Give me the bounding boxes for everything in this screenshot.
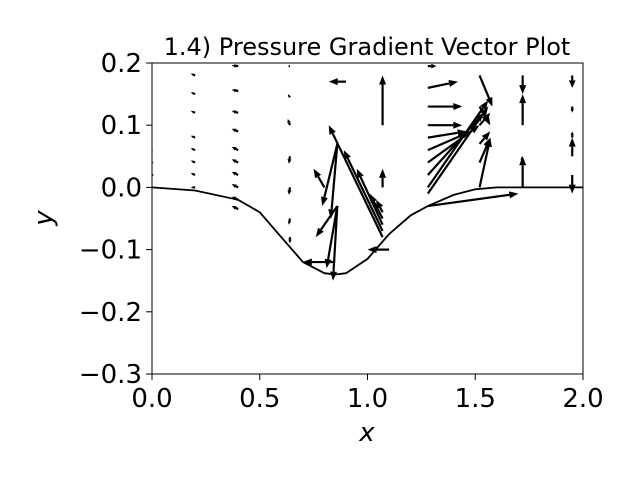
vector-arrow xyxy=(369,193,384,220)
chart-title: 1.4) Pressure Gradient Vector Plot xyxy=(164,33,571,61)
x-tick-label: 0.0 xyxy=(131,384,172,414)
y-tick-label: 0.0 xyxy=(101,173,142,203)
vector-arrow xyxy=(231,64,239,68)
vector-arrow xyxy=(356,168,384,226)
vector-arrow xyxy=(231,171,239,176)
y-tick-label: −0.2 xyxy=(79,298,142,328)
vector-arrow xyxy=(427,63,437,69)
vector-arrow xyxy=(478,75,493,107)
vector-arrow xyxy=(568,75,576,88)
x-tick-label: 2.0 xyxy=(562,384,603,414)
vector-arrow xyxy=(520,156,524,163)
vector-arrow xyxy=(287,94,291,98)
vector-arrow xyxy=(302,258,336,266)
vector-arrow xyxy=(287,118,291,126)
axes-frame xyxy=(151,62,584,375)
vector-arrow xyxy=(313,168,326,188)
vector-arrow xyxy=(231,88,239,93)
vector-arrow xyxy=(190,92,196,96)
x-axis-ticks: 0.0 0.5 1.0 1.5 2.0 xyxy=(131,374,604,414)
vector-arrow xyxy=(328,143,339,219)
vector-arrow xyxy=(328,78,346,86)
vector-arrow xyxy=(190,148,196,152)
vector-arrow xyxy=(427,112,484,176)
plot-area xyxy=(151,63,583,281)
vector-arrow xyxy=(328,125,384,238)
vector-arrow xyxy=(287,156,292,164)
vector-arrow xyxy=(478,131,491,145)
x-tick-label: 1.5 xyxy=(455,384,496,414)
vector-arrow xyxy=(427,129,467,139)
y-tick-label: 0.1 xyxy=(101,111,142,141)
bump-curve xyxy=(151,186,583,276)
vector-field xyxy=(152,63,576,281)
vector-arrow xyxy=(427,121,463,129)
vector-arrow xyxy=(519,94,527,126)
vector-arrow xyxy=(287,218,292,225)
vector-arrow xyxy=(427,103,463,111)
vector-arrow xyxy=(379,168,387,188)
vector-arrow xyxy=(287,187,292,195)
x-tick-label: 0.5 xyxy=(239,384,280,414)
vector-arrow xyxy=(478,105,491,126)
vector-arrow xyxy=(231,206,239,211)
vector-arrow xyxy=(190,186,196,189)
vector-arrow xyxy=(330,205,339,281)
y-axis-ticks: −0.3 −0.2 −0.1 0.0 0.1 0.2 xyxy=(79,49,152,390)
vector-arrow xyxy=(190,110,196,114)
vector-arrow xyxy=(426,100,489,189)
vector-arrow xyxy=(231,196,239,201)
vector-arrow xyxy=(231,128,239,133)
vector-arrow xyxy=(367,246,390,254)
vector-arrow xyxy=(379,75,387,126)
vector-arrow xyxy=(427,80,459,89)
vector-arrow xyxy=(231,110,239,114)
y-tick-label: −0.3 xyxy=(79,360,142,390)
vector-arrow xyxy=(287,65,290,68)
vector-arrow xyxy=(376,199,384,213)
x-axis-label: x xyxy=(358,418,375,448)
vector-arrow xyxy=(568,174,576,194)
vector-arrow xyxy=(343,150,384,232)
vector-arrow xyxy=(320,143,339,207)
vector-arrow xyxy=(570,131,574,138)
x-tick-label: 1.0 xyxy=(347,384,388,414)
y-axis-label: y xyxy=(29,210,59,227)
vector-arrow xyxy=(568,137,576,157)
vector-arrow xyxy=(288,237,292,244)
vector-arrow xyxy=(519,75,527,95)
vector-arrow xyxy=(231,146,239,152)
vector-arrow xyxy=(190,173,196,176)
vector-arrow xyxy=(190,160,196,164)
vector-arrow xyxy=(190,135,196,139)
y-tick-label: 0.2 xyxy=(101,49,142,79)
vector-arrow xyxy=(231,184,239,189)
y-tick-label: −0.1 xyxy=(79,236,142,266)
vector-arrow xyxy=(190,73,196,77)
vector-arrow xyxy=(427,191,519,208)
vector-arrow xyxy=(570,106,574,113)
vector-arrow xyxy=(478,137,491,163)
vector-arrow xyxy=(231,159,239,164)
